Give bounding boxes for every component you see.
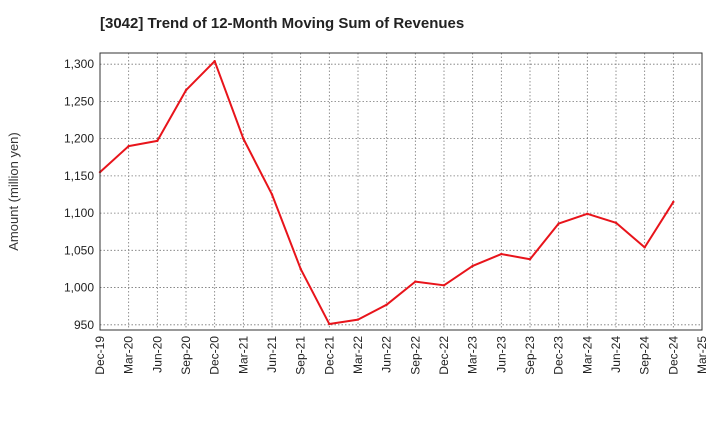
y-tick-label: 1,000	[64, 281, 94, 295]
x-tick-label: Sep-22	[408, 336, 422, 375]
axis-ticks: 950 1,000 1,050 1,100 1,150 1,200 1,250 1,300 De…	[64, 57, 709, 375]
x-tick-label: Sep-20	[179, 336, 193, 375]
data-point	[528, 258, 532, 261]
x-tick-label: Sep-24	[638, 336, 652, 375]
data-point	[557, 222, 560, 225]
data-point	[156, 139, 159, 143]
data-point	[270, 193, 274, 196]
x-tick-label: Mar-20	[122, 336, 136, 374]
x-tick-label: Jun-24	[609, 336, 623, 373]
y-tick-label: 1,300	[64, 57, 94, 71]
x-tick-label: Mar-22	[351, 336, 365, 374]
grid-lines	[99, 53, 703, 330]
y-axis-title: Amount (million yen)	[6, 132, 21, 251]
x-tick-label: Dec-23	[552, 336, 566, 375]
x-tick-label: Mar-24	[580, 336, 594, 374]
x-tick-label: Dec-20	[208, 336, 222, 375]
x-tick-label: Mar-25	[695, 336, 709, 374]
x-tick-label: Jun-21	[265, 336, 279, 373]
x-tick-label: Jun-22	[380, 336, 394, 373]
data-point	[672, 200, 675, 204]
x-tick-label: Sep-23	[523, 336, 537, 375]
data-point	[242, 137, 245, 140]
y-tick-label: 1,200	[64, 132, 94, 146]
y-tick-label: 1,250	[64, 94, 94, 108]
x-tick-label: Mar-21	[236, 336, 250, 374]
x-tick-label: Dec-21	[322, 336, 336, 375]
x-tick-label: Jun-23	[494, 336, 508, 373]
data-point	[127, 144, 130, 148]
x-tick-label: Sep-21	[294, 336, 308, 375]
data-point	[500, 252, 503, 256]
x-tick-label: Dec-19	[93, 336, 107, 375]
x-tick-label: Dec-22	[437, 336, 451, 375]
series-layer	[98, 59, 675, 326]
plot-frame	[99, 52, 703, 331]
y-tick-label: 1,150	[64, 169, 94, 183]
data-point	[614, 221, 618, 224]
x-tick-label: Dec-24	[666, 336, 680, 375]
data-point	[414, 280, 417, 283]
y-tick-label: 950	[74, 318, 94, 332]
data-point	[442, 284, 446, 287]
data-point	[586, 212, 589, 216]
data-point	[299, 267, 302, 271]
data-point	[328, 322, 331, 326]
data-point	[184, 89, 188, 92]
x-tick-label: Mar-23	[466, 336, 480, 374]
data-point	[385, 303, 388, 306]
chart-title: [3042] Trend of 12-Month Moving Sum of R…	[100, 15, 465, 32]
x-tick-label: Jun-20	[150, 336, 164, 373]
y-tick-label: 1,100	[64, 206, 94, 220]
data-point	[471, 264, 474, 268]
data-point	[643, 246, 646, 249]
data-point	[356, 318, 360, 321]
y-tick-label: 1,050	[64, 243, 94, 257]
data-point	[213, 59, 216, 63]
